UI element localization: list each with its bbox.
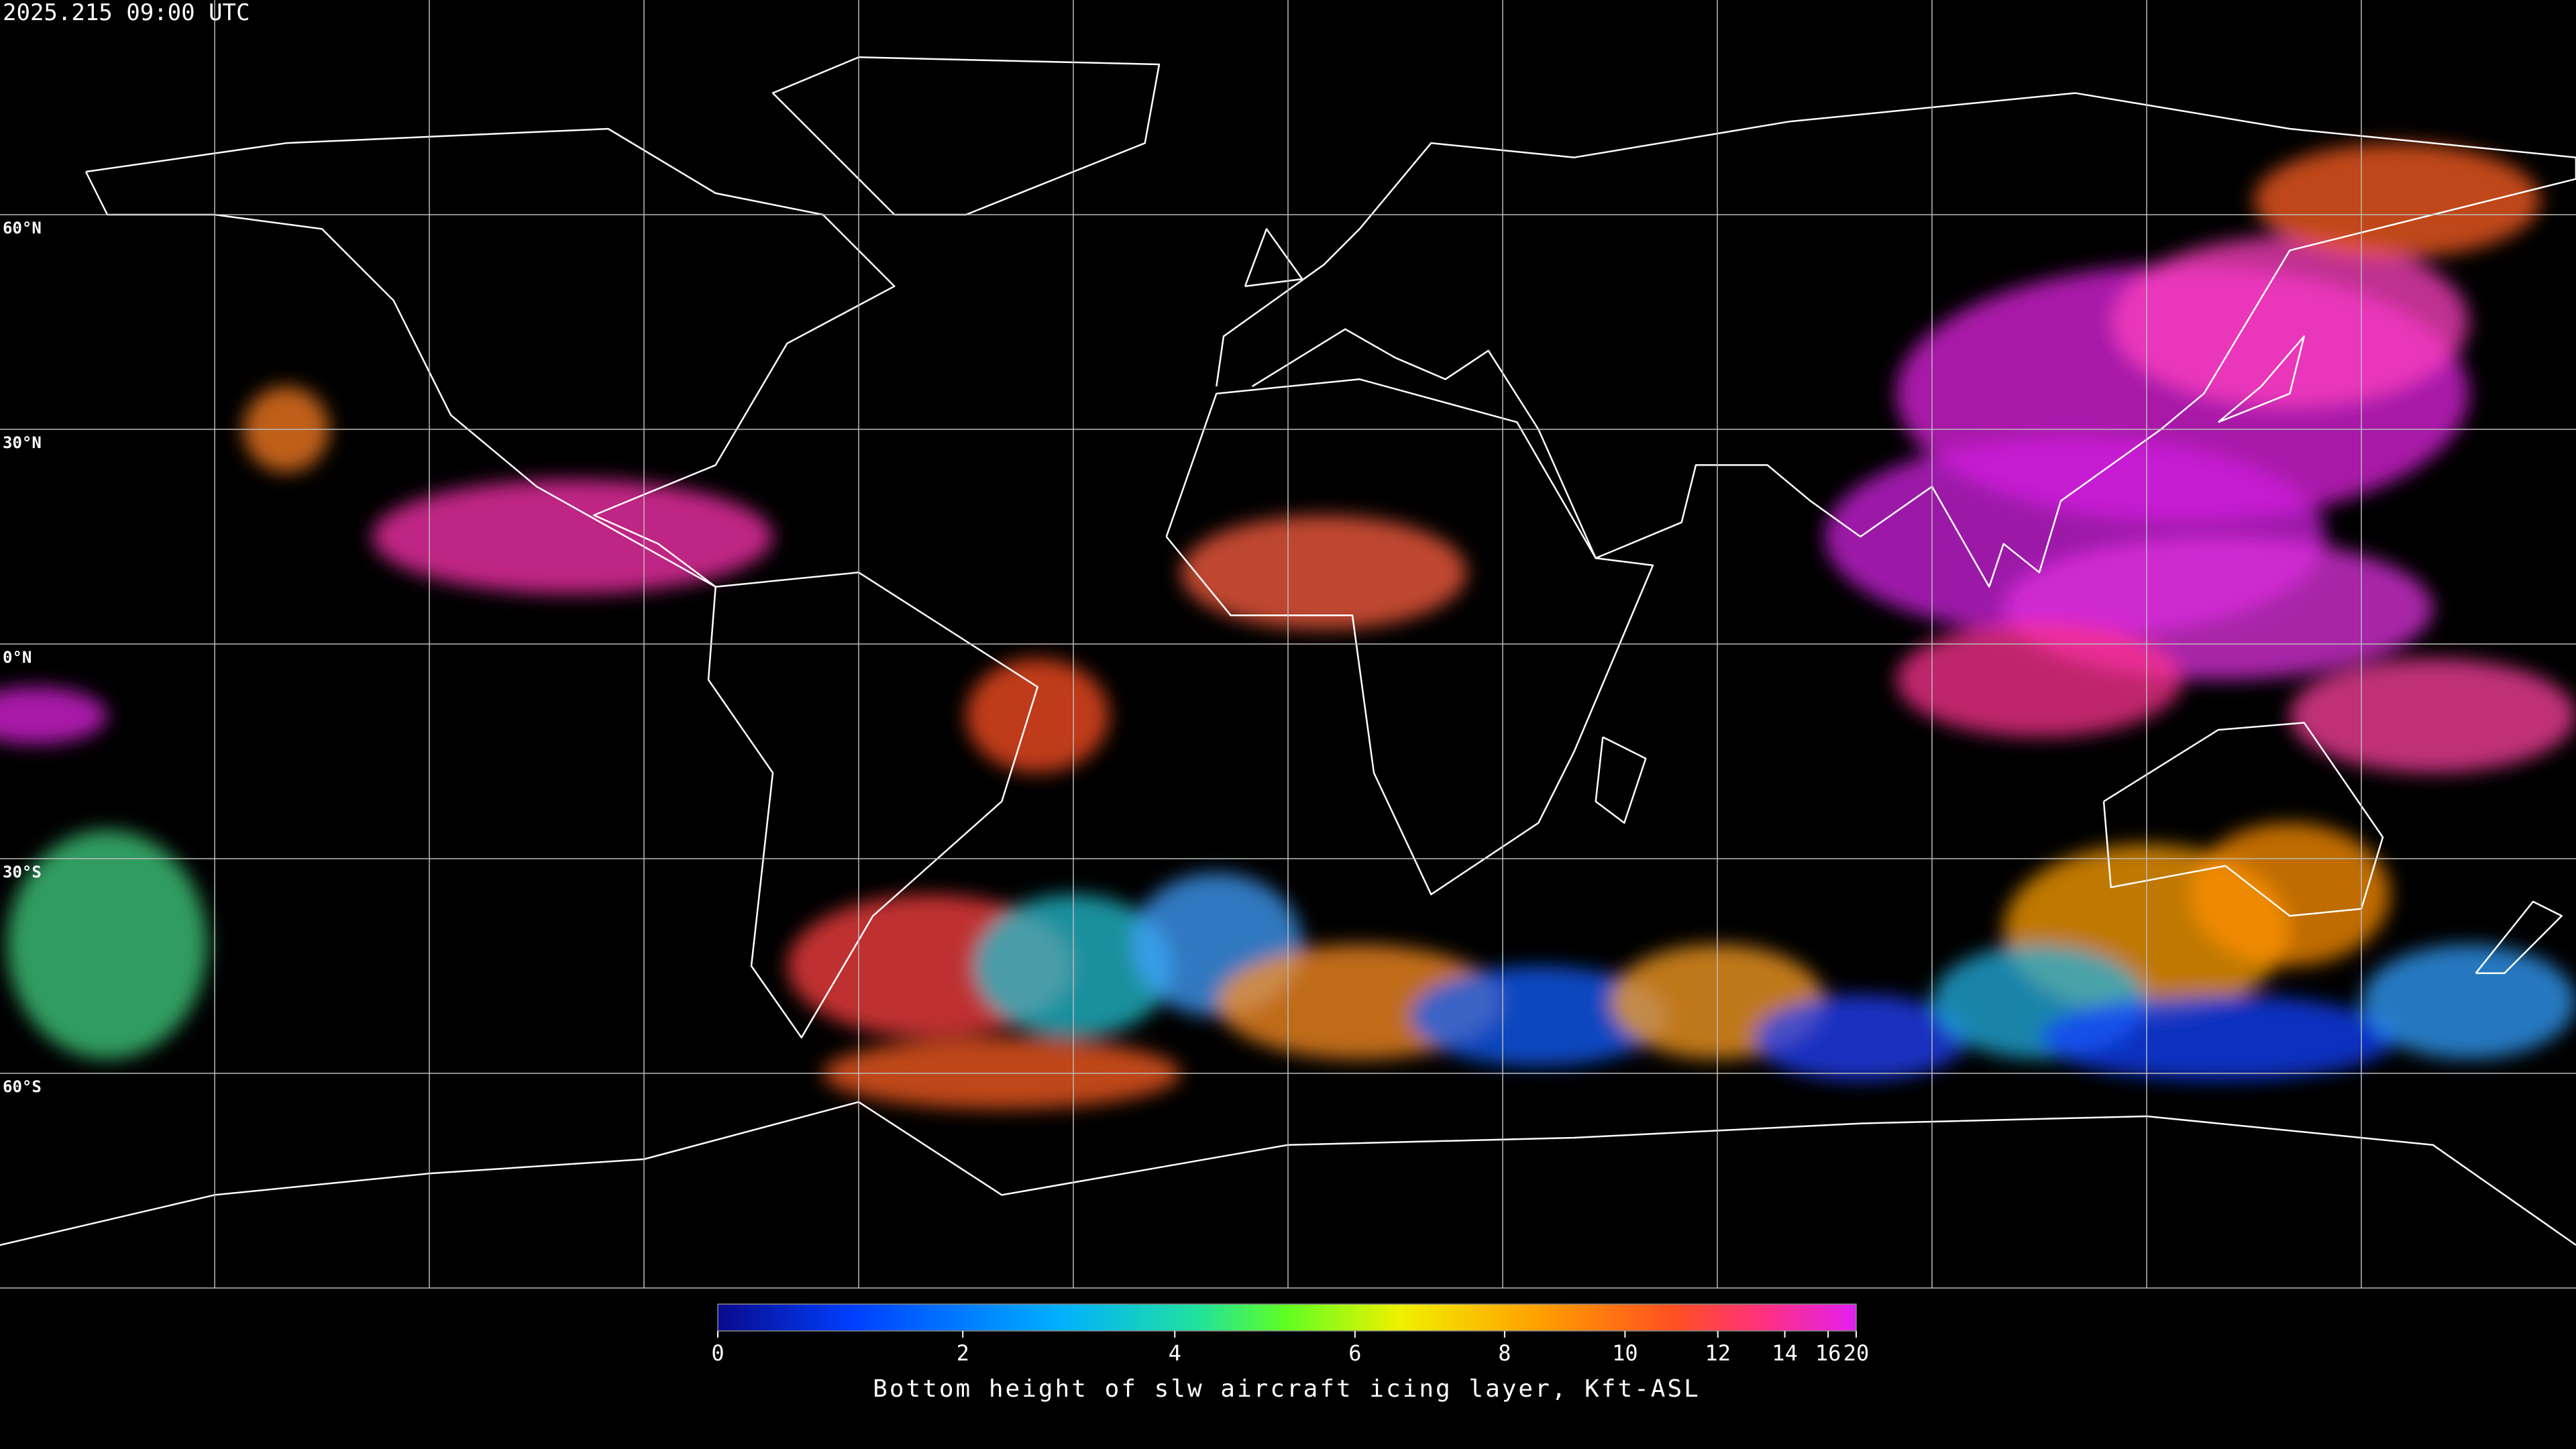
latitude-label: 30°N <box>3 433 42 452</box>
latitude-label: 60°N <box>3 219 42 237</box>
timestamp: 2025.215 09:00 UTC <box>3 0 250 26</box>
colorbar-tick-label: 20 <box>1843 1340 1870 1366</box>
cloud-patch <box>2039 994 2398 1081</box>
colorbar-tick-label: 14 <box>1772 1340 1798 1366</box>
cloud-patch <box>1409 966 1668 1067</box>
coastline <box>1165 378 1654 896</box>
colorbar-tick-label: 0 <box>711 1340 724 1366</box>
cloud-patch <box>1753 994 1968 1081</box>
colorbar-tick-label: 10 <box>1612 1340 1638 1366</box>
coastline <box>1244 228 1303 287</box>
cloud-patch <box>2361 945 2576 1059</box>
cloud-patch <box>2190 822 2390 967</box>
colorbar-tick-label: 8 <box>1498 1340 1511 1366</box>
cloud-patch <box>0 687 107 745</box>
colorbar-tick-label: 6 <box>1348 1340 1361 1366</box>
latitude-label: 30°S <box>3 863 42 881</box>
satellite-imagery <box>0 143 2576 1110</box>
cloud-patch <box>1181 515 1467 630</box>
coastline <box>1216 92 2576 588</box>
cloud-patch <box>372 479 773 594</box>
colorbar-tick-label: 2 <box>957 1340 969 1366</box>
colorbar-tick-label: 12 <box>1705 1340 1731 1366</box>
coastline <box>707 572 1038 1038</box>
coastline <box>85 127 896 588</box>
latitude-label: 0°N <box>3 648 32 667</box>
cloud-patch <box>7 830 208 1059</box>
colorbar <box>717 1303 1857 1332</box>
graticule: 60°N 30°N 0°N 30°S 60°S <box>0 0 2576 1288</box>
cloud-patch <box>2254 143 2540 258</box>
cloud-patch <box>966 658 1110 773</box>
cloud-patch <box>2110 236 2469 408</box>
cloud-patch <box>1896 623 2183 737</box>
latitude-label: 60°S <box>3 1077 42 1096</box>
coastline <box>2475 900 2563 974</box>
coastline <box>1595 736 1647 824</box>
colorbar-tick-label: 4 <box>1169 1340 1181 1366</box>
colorbar-label: Bottom height of slw aircraft icing laye… <box>873 1375 1701 1403</box>
coastline <box>2217 335 2305 423</box>
cloud-patch <box>2290 658 2576 773</box>
colorbar-tick-label: 16 <box>1815 1340 1841 1366</box>
